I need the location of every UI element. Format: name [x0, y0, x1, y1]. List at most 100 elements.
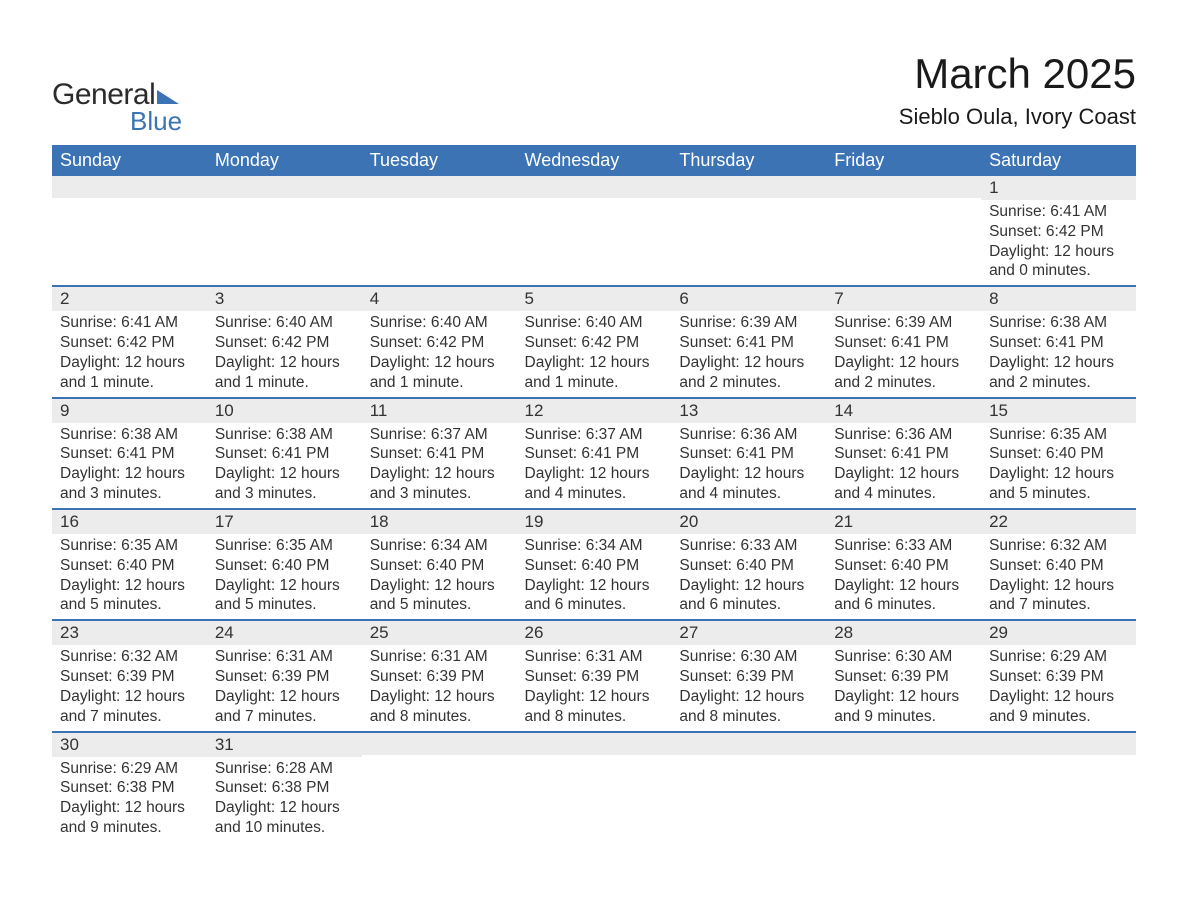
day-cell — [362, 176, 517, 286]
sunrise-text: Sunrise: 6:33 AM — [679, 536, 818, 556]
daylight-text: Daylight: 12 hours and 8 minutes. — [525, 687, 664, 727]
weekday-header: Sunday — [52, 145, 207, 176]
day-number — [362, 176, 517, 198]
day-number: 1 — [981, 176, 1136, 200]
day-cell: 2Sunrise: 6:41 AMSunset: 6:42 PMDaylight… — [52, 286, 207, 397]
logo: General Blue — [52, 50, 182, 137]
sunrise-text: Sunrise: 6:35 AM — [215, 536, 354, 556]
sunset-text: Sunset: 6:41 PM — [679, 444, 818, 464]
daylight-text: Daylight: 12 hours and 9 minutes. — [834, 687, 973, 727]
day-cell: 27Sunrise: 6:30 AMSunset: 6:39 PMDayligh… — [671, 620, 826, 731]
day-details — [981, 755, 1136, 833]
day-cell — [517, 176, 672, 286]
sunrise-text: Sunrise: 6:33 AM — [834, 536, 973, 556]
daylight-text: Daylight: 12 hours and 1 minute. — [60, 353, 199, 393]
day-number: 15 — [981, 399, 1136, 423]
weekday-header-row: Sunday Monday Tuesday Wednesday Thursday… — [52, 145, 1136, 176]
daylight-text: Daylight: 12 hours and 1 minute. — [370, 353, 509, 393]
day-cell: 4Sunrise: 6:40 AMSunset: 6:42 PMDaylight… — [362, 286, 517, 397]
weekday-header: Monday — [207, 145, 362, 176]
day-cell: 7Sunrise: 6:39 AMSunset: 6:41 PMDaylight… — [826, 286, 981, 397]
sunrise-text: Sunrise: 6:39 AM — [679, 313, 818, 333]
day-number: 30 — [52, 733, 207, 757]
daylight-text: Daylight: 12 hours and 6 minutes. — [834, 576, 973, 616]
day-number: 19 — [517, 510, 672, 534]
day-number: 22 — [981, 510, 1136, 534]
day-number: 25 — [362, 621, 517, 645]
day-details: Sunrise: 6:35 AMSunset: 6:40 PMDaylight:… — [52, 534, 207, 619]
day-number: 12 — [517, 399, 672, 423]
daylight-text: Daylight: 12 hours and 0 minutes. — [989, 242, 1128, 282]
sunset-text: Sunset: 6:39 PM — [525, 667, 664, 687]
day-number — [826, 176, 981, 198]
daylight-text: Daylight: 12 hours and 6 minutes. — [679, 576, 818, 616]
day-cell: 31Sunrise: 6:28 AMSunset: 6:38 PMDayligh… — [207, 732, 362, 842]
daylight-text: Daylight: 12 hours and 7 minutes. — [989, 576, 1128, 616]
day-cell: 20Sunrise: 6:33 AMSunset: 6:40 PMDayligh… — [671, 509, 826, 620]
day-number: 28 — [826, 621, 981, 645]
week-row: 1Sunrise: 6:41 AMSunset: 6:42 PMDaylight… — [52, 176, 1136, 286]
week-row: 30Sunrise: 6:29 AMSunset: 6:38 PMDayligh… — [52, 732, 1136, 842]
day-number: 14 — [826, 399, 981, 423]
week-row: 23Sunrise: 6:32 AMSunset: 6:39 PMDayligh… — [52, 620, 1136, 731]
sunset-text: Sunset: 6:40 PM — [525, 556, 664, 576]
sunset-text: Sunset: 6:39 PM — [60, 667, 199, 687]
sunset-text: Sunset: 6:41 PM — [679, 333, 818, 353]
sunrise-text: Sunrise: 6:34 AM — [525, 536, 664, 556]
day-details: Sunrise: 6:32 AMSunset: 6:40 PMDaylight:… — [981, 534, 1136, 619]
day-details: Sunrise: 6:28 AMSunset: 6:38 PMDaylight:… — [207, 757, 362, 842]
day-details: Sunrise: 6:34 AMSunset: 6:40 PMDaylight:… — [362, 534, 517, 619]
day-cell: 19Sunrise: 6:34 AMSunset: 6:40 PMDayligh… — [517, 509, 672, 620]
day-details: Sunrise: 6:39 AMSunset: 6:41 PMDaylight:… — [826, 311, 981, 396]
day-details — [207, 198, 362, 276]
sunrise-text: Sunrise: 6:36 AM — [679, 425, 818, 445]
sunrise-text: Sunrise: 6:30 AM — [679, 647, 818, 667]
day-number: 23 — [52, 621, 207, 645]
day-number: 5 — [517, 287, 672, 311]
sunset-text: Sunset: 6:38 PM — [60, 778, 199, 798]
day-cell: 9Sunrise: 6:38 AMSunset: 6:41 PMDaylight… — [52, 398, 207, 509]
day-number — [207, 176, 362, 198]
weekday-header: Wednesday — [517, 145, 672, 176]
day-details: Sunrise: 6:41 AMSunset: 6:42 PMDaylight:… — [981, 200, 1136, 285]
day-number — [826, 733, 981, 755]
day-details: Sunrise: 6:29 AMSunset: 6:38 PMDaylight:… — [52, 757, 207, 842]
day-cell: 24Sunrise: 6:31 AMSunset: 6:39 PMDayligh… — [207, 620, 362, 731]
day-details: Sunrise: 6:38 AMSunset: 6:41 PMDaylight:… — [52, 423, 207, 508]
day-cell: 17Sunrise: 6:35 AMSunset: 6:40 PMDayligh… — [207, 509, 362, 620]
day-number: 11 — [362, 399, 517, 423]
day-details: Sunrise: 6:37 AMSunset: 6:41 PMDaylight:… — [362, 423, 517, 508]
sunrise-text: Sunrise: 6:37 AM — [370, 425, 509, 445]
day-details: Sunrise: 6:38 AMSunset: 6:41 PMDaylight:… — [207, 423, 362, 508]
title-block: March 2025 Sieblo Oula, Ivory Coast — [899, 50, 1136, 130]
day-number — [671, 176, 826, 198]
day-details — [671, 755, 826, 833]
day-details: Sunrise: 6:35 AMSunset: 6:40 PMDaylight:… — [981, 423, 1136, 508]
day-cell: 30Sunrise: 6:29 AMSunset: 6:38 PMDayligh… — [52, 732, 207, 842]
day-cell: 8Sunrise: 6:38 AMSunset: 6:41 PMDaylight… — [981, 286, 1136, 397]
day-details: Sunrise: 6:36 AMSunset: 6:41 PMDaylight:… — [671, 423, 826, 508]
day-details: Sunrise: 6:31 AMSunset: 6:39 PMDaylight:… — [362, 645, 517, 730]
day-number: 20 — [671, 510, 826, 534]
day-cell: 5Sunrise: 6:40 AMSunset: 6:42 PMDaylight… — [517, 286, 672, 397]
day-number: 4 — [362, 287, 517, 311]
day-cell — [52, 176, 207, 286]
daylight-text: Daylight: 12 hours and 1 minute. — [525, 353, 664, 393]
day-cell: 21Sunrise: 6:33 AMSunset: 6:40 PMDayligh… — [826, 509, 981, 620]
day-details — [362, 198, 517, 276]
daylight-text: Daylight: 12 hours and 5 minutes. — [60, 576, 199, 616]
day-cell: 22Sunrise: 6:32 AMSunset: 6:40 PMDayligh… — [981, 509, 1136, 620]
sunset-text: Sunset: 6:41 PM — [370, 444, 509, 464]
sunset-text: Sunset: 6:39 PM — [989, 667, 1128, 687]
sunset-text: Sunset: 6:40 PM — [989, 556, 1128, 576]
sunrise-text: Sunrise: 6:32 AM — [60, 647, 199, 667]
daylight-text: Daylight: 12 hours and 8 minutes. — [370, 687, 509, 727]
day-number: 27 — [671, 621, 826, 645]
logo-triangle-icon — [157, 90, 179, 104]
day-cell: 13Sunrise: 6:36 AMSunset: 6:41 PMDayligh… — [671, 398, 826, 509]
sunset-text: Sunset: 6:40 PM — [989, 444, 1128, 464]
sunrise-text: Sunrise: 6:31 AM — [215, 647, 354, 667]
sunrise-text: Sunrise: 6:28 AM — [215, 759, 354, 779]
sunset-text: Sunset: 6:38 PM — [215, 778, 354, 798]
sunrise-text: Sunrise: 6:40 AM — [215, 313, 354, 333]
